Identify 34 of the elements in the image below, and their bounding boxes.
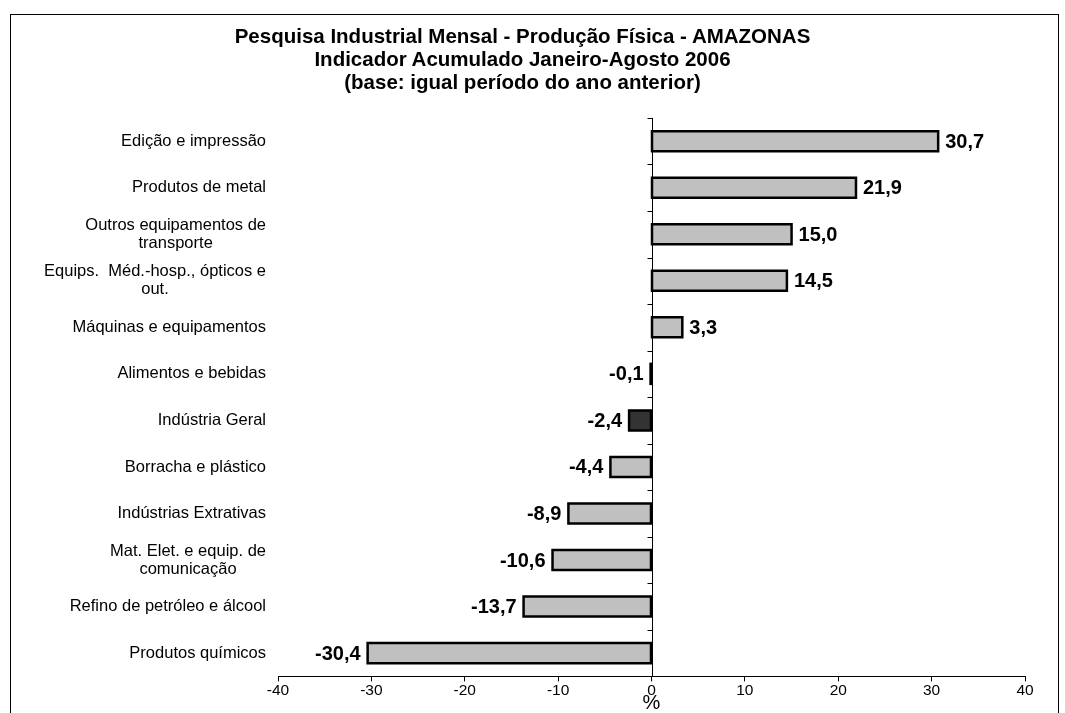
x-tick-label: -40 — [266, 680, 290, 698]
data-label: 14,5 — [793, 269, 833, 292]
y-tick-label: Equips. Méd.-hosp., ópticos e out. — [44, 261, 266, 298]
data-label: -2,4 — [587, 408, 623, 431]
x-tick-label: -20 — [453, 680, 477, 698]
data-label: -0,1 — [609, 362, 644, 385]
y-tick-label: Borracha e plástico — [124, 456, 266, 475]
y-tick-label: Refino de petróleo e álcool — [69, 596, 267, 615]
x-tick-label: 40 — [1016, 680, 1034, 698]
data-label: -10,6 — [499, 548, 546, 571]
data-label: 21,9 — [862, 176, 902, 199]
y-tick-label: Outros equipamentos de transporte — [85, 214, 266, 251]
y-tick-label: Alimentos e bebidas — [117, 363, 266, 382]
data-label: -13,7 — [470, 595, 517, 618]
y-tick-label: Mat. Elet. e equip. de comunicação — [110, 540, 266, 577]
y-tick-label: Produtos químicos — [129, 642, 266, 661]
data-label: -4,4 — [568, 455, 605, 478]
y-tick-label: Edição e impressão — [121, 130, 267, 149]
data-label: 15,0 — [798, 222, 838, 245]
data-label: -8,9 — [526, 502, 562, 525]
y-tick-label: Indústria Geral — [157, 409, 266, 428]
x-tick-label: 30 — [923, 680, 941, 698]
y-tick-label: Máquinas e equipamentos — [72, 316, 266, 335]
data-label: 30,7 — [945, 129, 985, 152]
y-tick-label: Produtos de metal — [132, 177, 267, 196]
x-tick-label: 20 — [829, 680, 848, 698]
x-tick-label: 10 — [736, 680, 754, 698]
chart-subtitle: Indicador Acumulado Janeiro-Agosto 2006 (base: igual período do ano anterior) — [314, 47, 731, 94]
x-tick-label: -10 — [546, 680, 570, 698]
data-label: 3,3 — [689, 315, 718, 338]
y-tick-label: Indústrias Extrativas — [117, 503, 266, 522]
chart-title: Pesquisa Industrial Mensal - Produção Física - AMAZONAS — [234, 24, 811, 48]
data-label: -30,4 — [315, 641, 362, 664]
x-tick-label: -30 — [360, 680, 383, 698]
